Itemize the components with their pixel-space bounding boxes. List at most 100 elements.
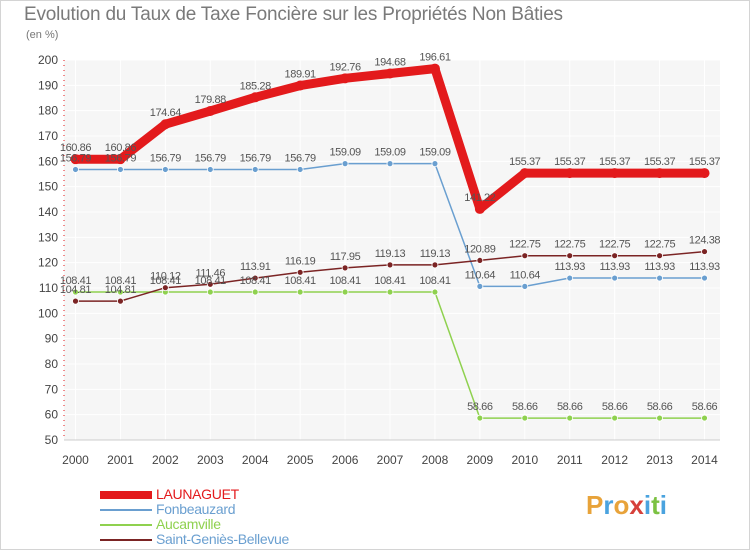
y-tick-label: 60 (45, 408, 59, 422)
data-label: 58.66 (692, 401, 718, 413)
data-point (699, 168, 710, 179)
data-point (72, 166, 79, 173)
data-label: 159.09 (419, 147, 451, 159)
data-point (701, 274, 708, 282)
x-tick-label: 2000 (62, 453, 89, 467)
data-point (70, 154, 81, 165)
data-label: 122.75 (599, 239, 631, 251)
proxiti-logo: Proxiti (586, 490, 667, 521)
data-point (385, 68, 396, 79)
data-label: 156.79 (195, 152, 227, 164)
data-point (476, 282, 484, 290)
data-point (611, 252, 619, 260)
data-label: 116.19 (285, 255, 316, 267)
data-point (521, 252, 529, 260)
data-point (386, 261, 394, 269)
data-point (474, 203, 485, 214)
data-point (161, 284, 169, 292)
legend-label-saint-genies-bellevue: Saint-Geniès-Bellevue (156, 531, 289, 547)
data-label: 113.93 (599, 261, 630, 273)
data-point (72, 297, 79, 305)
data-label: 108.41 (150, 275, 182, 287)
y-tick-label: 180 (38, 104, 58, 118)
data-point (206, 288, 214, 296)
data-point (429, 63, 440, 74)
data-point (206, 280, 214, 288)
data-label: 108.41 (105, 275, 137, 287)
data-point (341, 160, 349, 168)
data-point (476, 257, 484, 264)
data-label: 174.64 (150, 107, 182, 119)
data-label: 159.09 (329, 147, 361, 159)
y-tick-label: 80 (45, 357, 59, 371)
data-label: 104.81 (60, 284, 92, 296)
data-label: 156.79 (285, 152, 317, 164)
y-tick-label: 70 (45, 382, 59, 396)
data-label: 189.91 (285, 69, 317, 81)
data-label: 122.75 (554, 239, 586, 251)
data-point (431, 288, 439, 296)
data-point (115, 154, 126, 165)
y-tick-label: 190 (38, 78, 58, 92)
data-label: 155.37 (644, 156, 676, 168)
data-point (431, 160, 439, 168)
data-point (160, 119, 171, 130)
data-label: 58.66 (602, 401, 628, 413)
data-label: 122.75 (509, 239, 541, 251)
data-label: 120.89 (464, 243, 496, 255)
data-point (609, 168, 620, 179)
data-label: 108.41 (240, 275, 272, 287)
data-point (431, 261, 439, 269)
legend-swatch-saint-genies-bellevue (100, 539, 152, 541)
data-label: 117.95 (330, 251, 361, 263)
data-label: 58.66 (647, 401, 673, 413)
data-label: 113.91 (240, 261, 271, 273)
data-label: 156.79 (150, 152, 182, 164)
data-label: 113.93 (689, 261, 720, 273)
data-point (656, 274, 663, 282)
data-label: 155.37 (509, 156, 541, 168)
data-label: 110.64 (510, 269, 541, 281)
data-point (251, 274, 259, 282)
logo-letter: r (603, 490, 614, 520)
y-tick-label: 130 (38, 230, 58, 244)
data-label: 108.41 (329, 275, 361, 287)
data-point (564, 168, 575, 179)
data-point (476, 414, 484, 422)
data-label: 111.46 (195, 267, 225, 279)
data-point (521, 282, 529, 290)
data-label: 156.79 (240, 152, 272, 164)
data-point (566, 414, 574, 422)
data-point (117, 297, 124, 305)
data-point (117, 166, 124, 173)
data-point (296, 166, 304, 173)
data-label: 160.86 (60, 142, 92, 154)
data-label: 124.38 (689, 235, 721, 247)
data-point (341, 288, 349, 296)
data-point (296, 288, 304, 296)
logo-letter: o (613, 490, 630, 520)
logo-letter: i (643, 490, 652, 520)
data-point (206, 166, 214, 173)
logo-letter: i (659, 490, 667, 520)
legend-label-launaguet: LAUNAGUET (156, 486, 239, 502)
data-point (701, 414, 708, 422)
data-point (296, 268, 304, 276)
y-tick-label: 110 (39, 281, 58, 295)
data-point (205, 105, 216, 116)
data-label: 110.12 (150, 271, 181, 283)
y-tick-label: 170 (38, 129, 58, 143)
data-label: 185.28 (240, 80, 272, 92)
x-tick-label: 2011 (557, 453, 583, 467)
data-point (654, 168, 665, 179)
data-label: 108.41 (60, 275, 92, 287)
data-point (656, 414, 663, 422)
data-point (566, 252, 574, 260)
legend-label-fonbeauzard: Fonbeauzard (156, 501, 236, 517)
data-label: 113.93 (644, 261, 675, 273)
y-tick-label: 160 (38, 154, 58, 168)
data-point (566, 274, 574, 282)
data-point (386, 288, 394, 296)
data-point (611, 414, 619, 422)
